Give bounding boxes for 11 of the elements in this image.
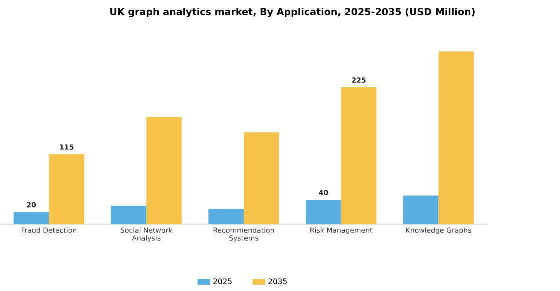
bar (244, 132, 280, 224)
bar (208, 208, 244, 224)
bar (111, 206, 147, 224)
bar (341, 87, 377, 224)
bar (438, 51, 474, 224)
chart-title: UK graph analytics market, By Application, 2025-2035 (USD Million) (110, 8, 475, 18)
bar (403, 196, 439, 224)
bar (14, 212, 50, 224)
bar (49, 154, 85, 224)
bar (306, 200, 342, 224)
bar (146, 117, 182, 224)
